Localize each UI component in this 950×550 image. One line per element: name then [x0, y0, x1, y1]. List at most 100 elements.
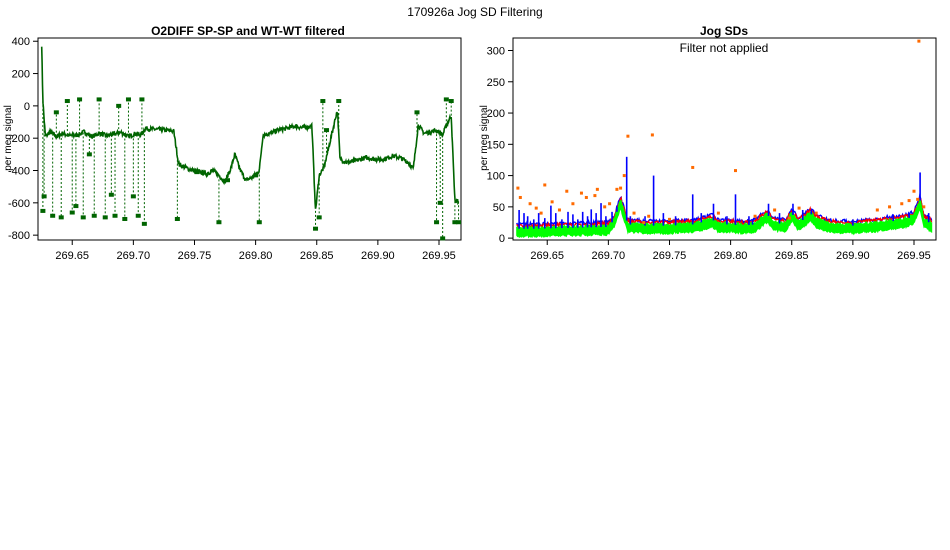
jogsd-y-tick-label: 150	[487, 139, 505, 151]
jogsd-outlier-point	[773, 208, 777, 212]
jogsd-y-tick-label: 0	[499, 233, 505, 245]
o2diff-excursion-point	[50, 213, 56, 218]
o2diff-x-tick-label: 269.90	[361, 250, 395, 262]
jogsd-outlier-point	[907, 199, 911, 203]
o2diff-x-tick-label: 269.65	[55, 250, 89, 262]
jogsd-outlier-point	[753, 214, 757, 218]
jogsd-y-tick-label: 50	[493, 202, 505, 214]
o2diff-series-line	[40, 46, 459, 209]
o2diff-excursion-point	[434, 220, 440, 225]
o2diff-excursion-point	[313, 226, 319, 231]
o2diff-excursion-point	[253, 173, 259, 178]
o2diff-excursion-point	[452, 220, 458, 225]
o2diff-excursion-point	[125, 97, 131, 102]
jogsd-x-tick-label: 269.65	[530, 250, 564, 262]
jogsd-outlier-point	[900, 202, 904, 206]
page-title: 170926a Jog SD Filtering	[407, 5, 543, 19]
o2diff-excursion-point	[216, 220, 222, 225]
jogsd-outlier-point	[912, 189, 916, 193]
o2diff-x-tick-label: 269.85	[300, 250, 334, 262]
o2diff-excursion-point	[112, 213, 118, 218]
o2diff-excursion-point	[139, 97, 145, 102]
o2diff-excursion-point	[194, 170, 200, 175]
o2diff-plot-frame	[37, 37, 462, 241]
jogsd-outlier-point	[647, 214, 651, 218]
jogsd-outlier-point	[626, 134, 630, 138]
jogsd-outlier-point	[557, 208, 561, 212]
jogsd-outlier-point	[571, 202, 575, 206]
jogsd-outlier-point	[622, 174, 626, 178]
jog-sd-chart-annotation: Filter not applied	[680, 41, 769, 55]
jogsd-outlier-point	[716, 211, 720, 215]
o2diff-y-tick-label: 400	[12, 36, 30, 48]
jogsd-outlier-point	[543, 183, 547, 187]
o2diff-excursion-point	[69, 210, 75, 215]
jogsd-outlier-point	[632, 211, 636, 215]
jogsd-outlier-point	[603, 205, 607, 209]
jogsd-y-tick-label: 100	[487, 171, 505, 183]
o2diff-x-tick-label: 269.80	[239, 250, 273, 262]
jogsd-outlier-point	[691, 165, 695, 169]
jogsd-outlier-point	[615, 187, 619, 191]
o2diff-excursion-point	[320, 99, 326, 104]
o2diff-excursion-point	[448, 99, 454, 104]
jogsd-y-tick-label: 200	[487, 108, 505, 120]
o2diff-y-tick-label: -200	[8, 133, 30, 145]
o2diff-excursion-point	[77, 97, 83, 102]
o2diff-excursion-point	[40, 208, 46, 213]
jogsd-outlier-point	[534, 206, 538, 210]
o2diff-excursion-point	[41, 194, 47, 199]
o2diff-x-tick-label: 269.70	[117, 250, 151, 262]
jogsd-outlier-point	[650, 133, 654, 137]
jogsd-y-tick-label: 300	[487, 46, 505, 58]
o2diff-y-tick-label: -400	[8, 166, 30, 178]
jogsd-outlier-point	[516, 186, 520, 190]
jogsd-outlier-point	[814, 211, 818, 215]
o2diff-chart: O2DIFF SP-SP and WT-WT filtered per meg …	[3, 24, 462, 262]
o2diff-excursion-point	[141, 221, 147, 226]
o2diff-excursion-point	[174, 216, 180, 221]
o2diff-x-tick-label: 269.75	[178, 250, 212, 262]
o2diff-excursion-point	[108, 192, 114, 197]
jogsd-outlier-point	[875, 208, 879, 212]
o2diff-excursion-point	[80, 215, 86, 220]
o2diff-excursion-point	[96, 97, 102, 102]
jogsd-outlier-point	[593, 194, 597, 198]
o2diff-excursion-point	[122, 216, 128, 221]
o2diff-excursion-point	[414, 110, 420, 115]
jogsd-outlier-point	[518, 195, 522, 199]
jogsd-outlier-point	[579, 191, 583, 195]
jogsd-x-tick-label: 269.75	[653, 250, 687, 262]
jog-sd-plot-frame	[512, 37, 937, 241]
jogsd-outlier-point	[528, 202, 532, 206]
jogsd-outlier-point	[916, 197, 920, 201]
o2diff-chart-ylabel: per meg signal	[3, 105, 14, 171]
jogsd-outlier-point	[922, 205, 926, 209]
o2diff-y-tick-label: -800	[8, 230, 30, 242]
jogsd-outlier-point	[565, 189, 569, 193]
jogsd-outlier-point	[550, 200, 554, 204]
o2diff-x-tick-label: 269.95	[422, 250, 456, 262]
jogsd-outlier-point	[584, 195, 588, 199]
jog-sd-chart-title: Jog SDs	[700, 24, 748, 38]
o2diff-chart-title: O2DIFF SP-SP and WT-WT filtered	[151, 24, 345, 38]
o2diff-excursion-point	[256, 220, 262, 225]
jogsd-y-tick-label: 250	[487, 77, 505, 89]
jogsd-x-tick-label: 269.70	[592, 250, 626, 262]
o2diff-excursion-point	[443, 97, 449, 102]
jogsd-outlier-point	[539, 211, 543, 215]
o2diff-excursion-point	[456, 220, 462, 225]
jogsd-x-tick-label: 269.80	[714, 250, 748, 262]
o2diff-excursion-point	[437, 200, 443, 205]
o2diff-excursion-point	[316, 215, 322, 220]
o2diff-excursion-point	[324, 128, 330, 133]
o2diff-y-tick-label: -600	[8, 198, 30, 210]
jogsd-outlier-point	[917, 39, 921, 43]
jogsd-outlier-point	[642, 220, 646, 224]
jogsd-outlier-point	[608, 202, 612, 206]
o2diff-excursion-point	[91, 213, 97, 218]
o2diff-excursion-point	[116, 103, 122, 108]
jogsd-outlier-point	[888, 205, 892, 209]
o2diff-excursion-point	[73, 204, 79, 209]
